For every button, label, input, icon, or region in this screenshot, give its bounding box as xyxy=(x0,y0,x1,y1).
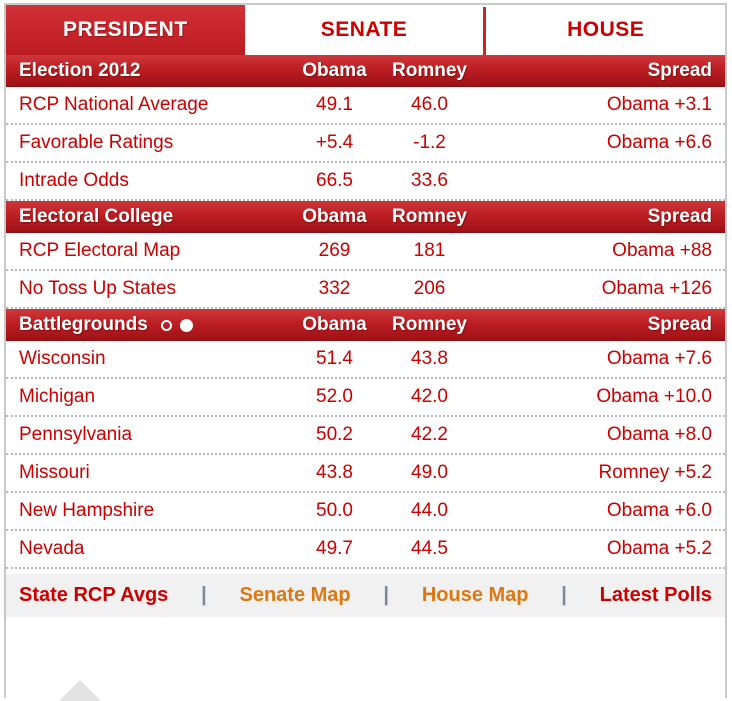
row-label[interactable]: Favorable Ratings xyxy=(19,132,174,153)
spread-value: Obama +88 xyxy=(612,240,712,261)
tab-divider xyxy=(483,7,487,55)
obama-value: +5.4 xyxy=(315,132,354,153)
romney-value: 42.2 xyxy=(411,424,448,445)
row-label[interactable]: Missouri xyxy=(19,462,90,483)
column-header-obama: Obama xyxy=(302,314,367,335)
footer-separator: | xyxy=(561,584,567,606)
spread-value: Obama +5.2 xyxy=(606,538,712,559)
romney-value: 44.0 xyxy=(411,500,448,521)
table-row[interactable]: Nevada 49.7 44.5 Obama +5.2 xyxy=(6,531,725,569)
tab-senate-label: SENATE xyxy=(320,18,408,41)
obama-value: 269 xyxy=(318,240,351,261)
romney-value: 42.0 xyxy=(411,386,448,407)
romney-value: 46.0 xyxy=(411,94,448,115)
election-widget: PRESIDENT SENATE HOUSE Election 2012 Oba… xyxy=(4,3,727,701)
spread-value: Obama +7.6 xyxy=(606,348,712,369)
row-label[interactable]: No Toss Up States xyxy=(19,278,177,299)
row-label[interactable]: Pennsylvania xyxy=(19,424,133,445)
section-title: Electoral College xyxy=(19,206,174,227)
section-header-election-2012: Election 2012 Obama Romney Spread xyxy=(6,55,725,87)
obama-value: 50.0 xyxy=(316,500,353,521)
obama-value: 50.2 xyxy=(316,424,353,445)
column-header-spread: Spread xyxy=(647,60,712,81)
section-header-battlegrounds: Battlegrounds Obama Romney Spread xyxy=(6,309,725,341)
section-title-with-dots: Battlegrounds xyxy=(19,314,287,336)
tab-senate[interactable]: SENATE xyxy=(244,5,484,55)
up-arrow-icon xyxy=(59,680,101,701)
row-label[interactable]: Michigan xyxy=(19,386,96,407)
link-senate-map[interactable]: Senate Map xyxy=(239,584,351,606)
table-row[interactable]: New Hampshire 50.0 44.0 Obama +6.0 xyxy=(6,493,725,531)
table-row[interactable]: Pennsylvania 50.2 42.2 Obama +8.0 xyxy=(6,417,725,455)
column-header-obama: Obama xyxy=(302,60,367,81)
tab-house-label: HOUSE xyxy=(567,18,645,41)
romney-value: 181 xyxy=(413,240,446,261)
obama-value: 66.5 xyxy=(316,170,353,191)
obama-value: 43.8 xyxy=(316,462,353,483)
obama-value: 52.0 xyxy=(316,386,353,407)
footer-link-bar: State RCP Avgs | Senate Map | House Map … xyxy=(6,574,725,617)
row-label[interactable]: RCP National Average xyxy=(19,94,209,115)
table-row[interactable]: Intrade Odds 66.5 33.6 xyxy=(6,163,725,201)
row-label[interactable]: Nevada xyxy=(19,538,85,559)
footer-separator: | xyxy=(201,584,207,606)
obama-value: 49.1 xyxy=(316,94,353,115)
table-row[interactable]: Wisconsin 51.4 43.8 Obama +7.6 xyxy=(6,341,725,379)
tab-president[interactable]: PRESIDENT xyxy=(6,5,245,55)
spread-value: Obama +8.0 xyxy=(606,424,712,445)
carousel-dot-filled-icon[interactable] xyxy=(179,318,193,332)
table-row[interactable]: Michigan 52.0 42.0 Obama +10.0 xyxy=(6,379,725,417)
obama-value: 332 xyxy=(318,278,351,299)
carousel-dot-outline-icon[interactable] xyxy=(160,319,172,331)
link-latest-polls[interactable]: Latest Polls xyxy=(599,584,712,606)
romney-value: 43.8 xyxy=(411,348,448,369)
row-label[interactable]: Intrade Odds xyxy=(19,170,129,191)
row-label[interactable]: New Hampshire xyxy=(19,500,155,521)
spread-value: Obama +126 xyxy=(601,278,712,299)
table-row[interactable]: Missouri 43.8 49.0 Romney +5.2 xyxy=(6,455,725,493)
column-header-spread: Spread xyxy=(647,206,712,227)
row-label[interactable]: RCP Electoral Map xyxy=(19,240,181,261)
spread-value: Obama +3.1 xyxy=(606,94,712,115)
link-state-rcp-avgs[interactable]: State RCP Avgs xyxy=(19,584,169,606)
spread-value: Romney +5.2 xyxy=(598,462,712,483)
obama-value: 49.7 xyxy=(316,538,353,559)
romney-value: 44.5 xyxy=(411,538,448,559)
column-header-obama: Obama xyxy=(302,206,367,227)
spread-value: Obama +6.6 xyxy=(606,132,712,153)
spread-value: Obama +10.0 xyxy=(596,386,712,407)
romney-value: -1.2 xyxy=(413,132,446,153)
romney-value: 206 xyxy=(413,278,446,299)
row-label[interactable]: Wisconsin xyxy=(19,348,106,369)
column-header-romney: Romney xyxy=(392,314,467,335)
table-row[interactable]: Favorable Ratings +5.4 -1.2 Obama +6.6 xyxy=(6,125,725,163)
spread-value: Obama +6.0 xyxy=(606,500,712,521)
tab-house[interactable]: HOUSE xyxy=(486,5,726,55)
footer-separator: | xyxy=(383,584,390,606)
section-title: Battlegrounds xyxy=(19,314,148,335)
section-title: Election 2012 xyxy=(19,60,141,81)
obama-value: 51.4 xyxy=(316,348,353,369)
section-header-electoral-college: Electoral College Obama Romney Spread xyxy=(6,201,725,233)
carousel-dots xyxy=(160,318,193,332)
romney-value: 49.0 xyxy=(411,462,448,483)
table-row[interactable]: RCP Electoral Map 269 181 Obama +88 xyxy=(6,233,725,271)
romney-value: 33.6 xyxy=(411,170,448,191)
column-header-spread: Spread xyxy=(647,314,712,335)
column-header-romney: Romney xyxy=(392,60,467,81)
column-header-romney: Romney xyxy=(392,206,467,227)
link-house-map[interactable]: House Map xyxy=(421,584,529,606)
table-row[interactable]: RCP National Average 49.1 46.0 Obama +3.… xyxy=(6,87,725,125)
tab-bar: PRESIDENT SENATE HOUSE xyxy=(6,5,726,55)
tab-president-label: PRESIDENT xyxy=(62,18,188,41)
table-row[interactable]: No Toss Up States 332 206 Obama +126 xyxy=(6,271,725,309)
